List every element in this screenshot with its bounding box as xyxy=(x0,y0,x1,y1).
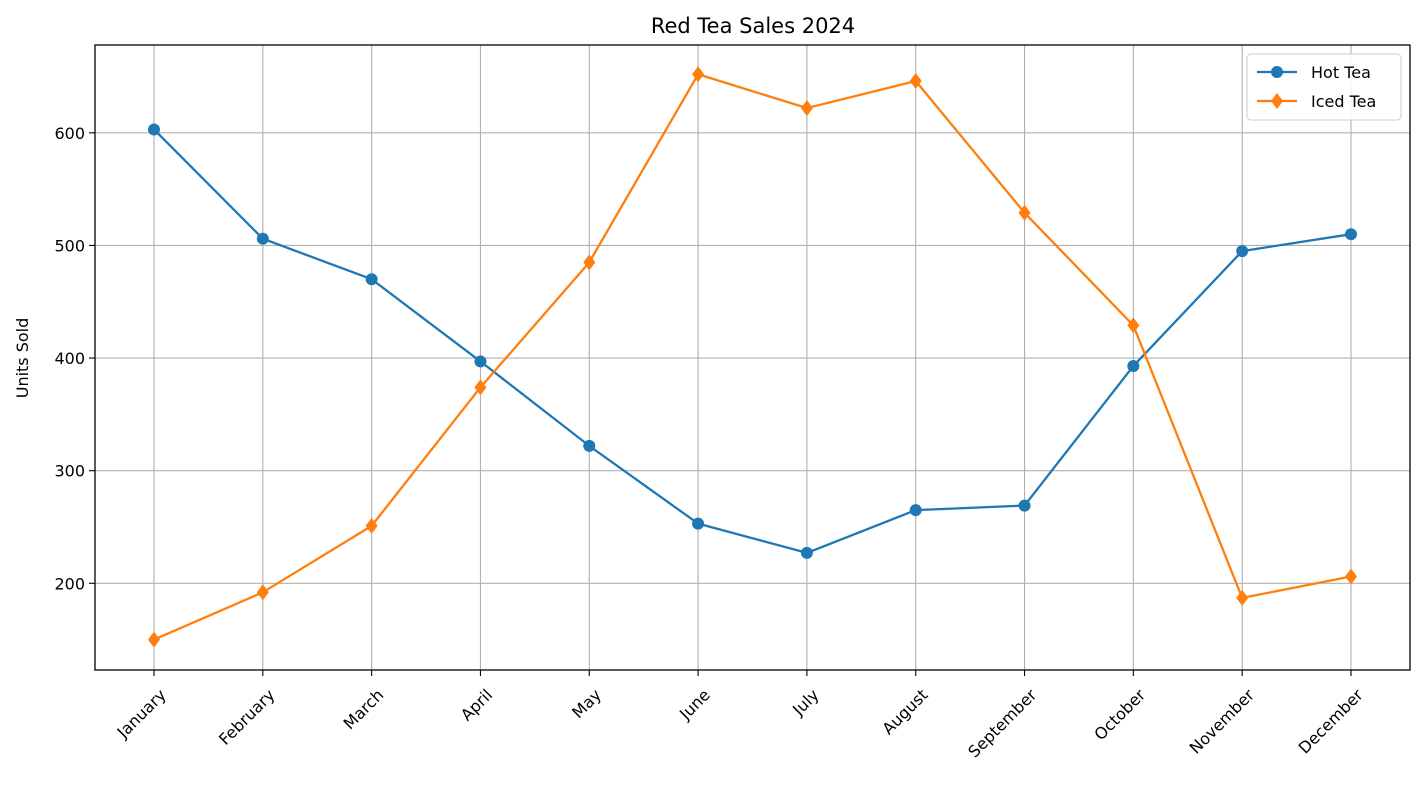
series-iced-tea xyxy=(148,66,1357,648)
series-layer xyxy=(148,66,1357,648)
data-point xyxy=(583,254,596,271)
data-point xyxy=(909,504,922,517)
legend: Hot Tea Iced Tea xyxy=(1246,53,1402,121)
legend-label: Iced Tea xyxy=(1311,92,1376,111)
data-point xyxy=(1345,568,1357,585)
series-line xyxy=(153,73,1352,641)
plot-frame xyxy=(94,44,1411,671)
x-tick-label: June xyxy=(675,685,714,724)
legend-box xyxy=(1246,53,1402,121)
data-point xyxy=(1236,589,1249,606)
data-point xyxy=(474,379,487,396)
legend-item: Iced Tea xyxy=(1257,92,1376,111)
y-tick-label: 200 xyxy=(54,574,85,593)
data-point xyxy=(1236,245,1249,258)
y-tick-label: 500 xyxy=(54,236,85,255)
data-point xyxy=(583,439,596,452)
data-point xyxy=(692,66,705,83)
x-tick-label: October xyxy=(1090,685,1149,744)
x-tick-label: February xyxy=(215,685,279,749)
legend-item: Hot Tea xyxy=(1257,63,1371,82)
legend-label: Hot Tea xyxy=(1311,63,1371,82)
x-tick-label: December xyxy=(1295,685,1367,757)
data-point xyxy=(256,584,269,601)
x-tick-label: April xyxy=(457,685,496,724)
data-point xyxy=(692,517,705,530)
y-axis-label: Units Sold xyxy=(13,318,32,399)
data-point xyxy=(365,273,378,286)
x-tick-label: August xyxy=(878,685,931,738)
x-tick-label: July xyxy=(788,685,822,719)
x-tick-label: March xyxy=(339,685,387,733)
y-tick-label: 400 xyxy=(54,349,85,368)
grid xyxy=(95,45,1410,670)
data-point xyxy=(1127,317,1140,334)
data-point xyxy=(365,517,378,534)
x-tick-label: January xyxy=(113,685,170,742)
data-point xyxy=(1345,228,1357,241)
data-point xyxy=(148,123,160,136)
data-point xyxy=(256,232,269,245)
data-point xyxy=(800,100,813,117)
series-line xyxy=(153,128,1352,555)
x-tick-label: September xyxy=(964,685,1040,761)
data-point xyxy=(148,631,160,648)
data-point xyxy=(1018,204,1031,221)
legend-marker xyxy=(1271,93,1283,109)
data-point xyxy=(474,355,487,368)
x-tick-label: November xyxy=(1186,685,1259,758)
data-point xyxy=(909,73,922,90)
data-point xyxy=(1127,359,1140,372)
legend-marker xyxy=(1271,66,1283,78)
x-tick-label: May xyxy=(568,685,605,722)
y-tick-label: 300 xyxy=(54,462,85,481)
series-hot-tea xyxy=(148,123,1357,559)
chart-title: Red Tea Sales 2024 xyxy=(651,14,855,38)
tick-layer: January February March April May June July Augu… xyxy=(54,124,1367,761)
data-point xyxy=(1018,499,1031,512)
y-tick-label: 600 xyxy=(54,124,85,143)
data-point xyxy=(800,546,813,559)
